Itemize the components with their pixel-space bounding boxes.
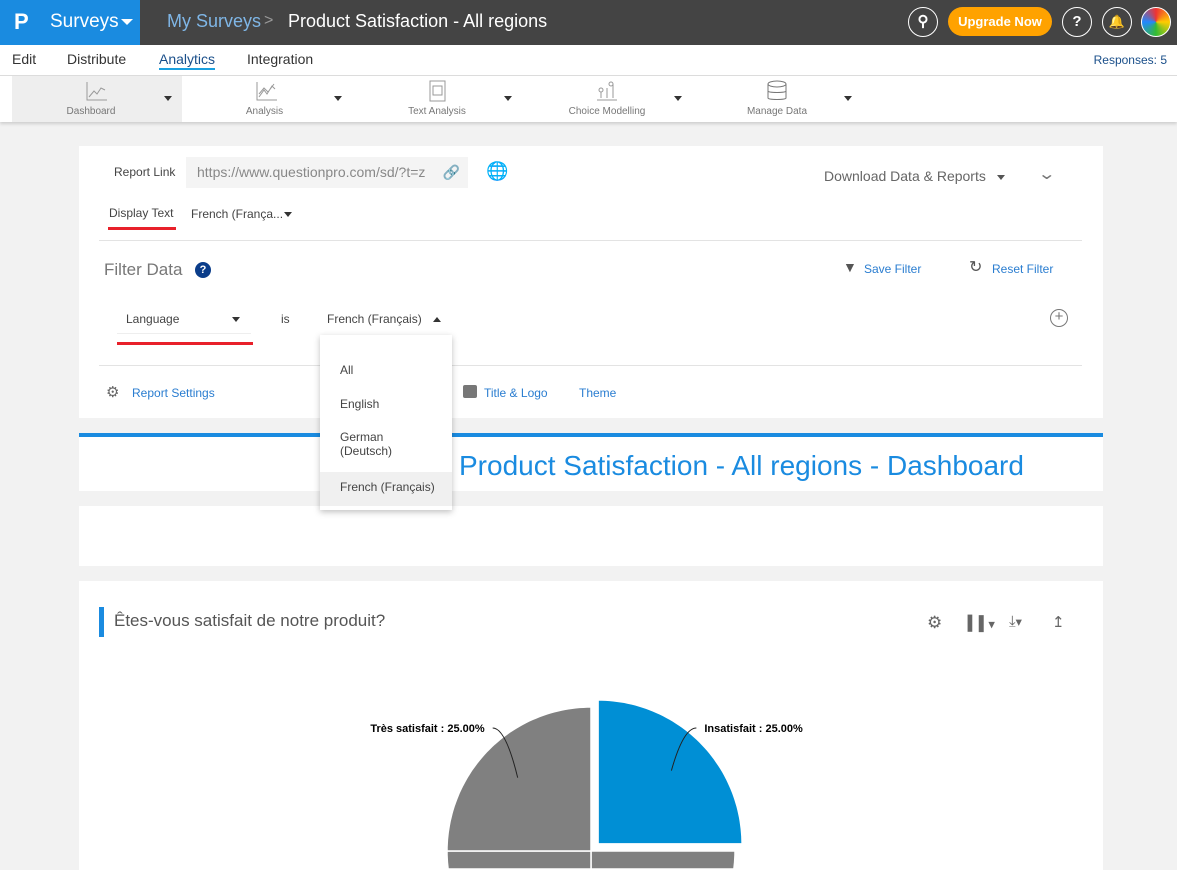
pie-slice[interactable] [597,699,743,845]
chevron-down-icon [284,212,292,217]
surveys-menu[interactable]: P Surveys [0,0,140,45]
choice-modelling-icon [597,81,617,101]
chevron-down-icon[interactable] [164,96,172,101]
red-underline [108,227,176,230]
report-link-label: Report Link [114,165,176,179]
analysis-chart-icon [256,82,277,101]
question-card: Êtes-vous satisfait de notre produit? ⚙ … [79,581,1103,870]
filter-data-title: Filter Data [104,260,183,279]
red-underline [117,342,253,345]
chevron-down-icon[interactable] [504,96,512,101]
dashboard-title: Product Satisfaction - All regions - Das… [459,450,1024,481]
database-icon [767,80,787,100]
search-button[interactable]: ⚲ [908,7,938,37]
brand-label: Surveys [50,11,119,32]
tool-analysis[interactable]: Analysis [182,76,352,122]
download-data-reports-dropdown[interactable]: Download Data & Reports [824,168,986,184]
pie-chart: Insatisfait : 25.00% Très satisfait : 25.… [370,699,803,870]
chevron-down-icon[interactable] [674,96,682,101]
tool-text-analysis[interactable]: Text Analysis [352,76,522,122]
report-link-field[interactable]: https://www.questionpro.com/sd/?t=z 🔗 [186,157,468,188]
download-icon[interactable]: ⤓▾ [1009,613,1022,630]
responses-count: Responses: 5 [1093,53,1167,67]
option-french-selected[interactable]: French (Français) [320,472,452,506]
theme-link[interactable]: Theme [579,386,617,400]
tool-dashboard[interactable]: Dashboard [12,76,182,122]
gear-icon: ⚙ [106,384,120,401]
display-text-label: Display Text [109,206,174,220]
help-icon[interactable]: ? [195,262,211,278]
globe-icon[interactable]: 🌐 [486,161,509,181]
pie-data-label: Insatisfait : 25.00% [704,723,803,735]
notification-bell-icon[interactable]: 🔔 [1102,7,1132,37]
title-logo-link[interactable]: Title & Logo [484,386,548,400]
line-chart-icon [86,82,107,101]
filter-value-options: All English German (Deutsch) French (Fra… [320,335,452,510]
pie-data-label: Très satisfait : 25.00% [370,723,485,735]
breadcrumb-my-surveys[interactable]: My Surveys [167,11,262,31]
image-icon [463,385,477,398]
reset-icon: ↻ [969,259,983,276]
analytics-toolbar: Dashboard Analysis Text Analysis Choice … [0,76,1177,122]
chevron-down-icon[interactable] [334,96,342,101]
breadcrumb-separator: > [264,12,274,29]
option-all[interactable]: All [340,363,354,377]
filter-value-dropdown[interactable]: French (Français) [319,308,452,334]
upgrade-button[interactable]: Upgrade Now [948,7,1052,36]
tool-choice-modelling[interactable]: Choice Modelling [522,76,692,122]
empty-card [79,506,1103,566]
pie-leader-line [492,727,519,778]
gear-icon[interactable]: ⚙ [927,613,943,632]
display-language-dropdown[interactable]: French (França... [191,207,284,221]
filter-field-dropdown[interactable]: Language [117,308,251,334]
copy-link-icon[interactable]: 🔗 [442,164,460,180]
tool-manage-data[interactable]: Manage Data [692,76,862,122]
main-nav: Edit Distribute Analytics Integration Re… [0,45,1177,76]
share-icon[interactable]: ↥ [1052,614,1065,631]
top-bar: P Surveys My Surveys > Product Satisfact… [0,0,1177,45]
chevron-down-icon[interactable] [844,96,852,101]
save-filter-button[interactable]: Save Filter [864,262,922,276]
nav-integration[interactable]: Integration [247,51,314,67]
chevron-down-icon [997,175,1005,180]
collapse-chevron-icon[interactable]: ⌄ [1037,166,1057,183]
avatar[interactable] [1141,7,1171,37]
pie-slice[interactable] [590,850,736,870]
page-title: Product Satisfaction - All regions [288,11,548,31]
nav-edit[interactable]: Edit [12,51,37,67]
nav-analytics[interactable]: Analytics [159,51,216,70]
filter-operator: is [281,312,290,326]
reset-filter-button[interactable]: Reset Filter [992,262,1054,276]
report-settings-link[interactable]: Report Settings [132,386,215,400]
option-english[interactable]: English [340,397,380,411]
report-panel: Report Link https://www.questionpro.com/… [79,146,1103,418]
option-german[interactable]: German (Deutsch) [340,430,393,458]
filter-icon: ▼ [843,259,857,275]
chevron-down-icon [121,19,133,25]
pie-slice[interactable] [446,706,592,852]
pie-slice[interactable] [446,850,592,870]
question-title: Êtes-vous satisfait de notre produit? [114,611,386,630]
logo-icon: P [14,9,29,34]
add-filter-button[interactable]: + [1050,309,1068,327]
help-button[interactable]: ? [1062,7,1092,37]
text-analysis-icon [429,80,446,102]
dashboard-title-card: Product Satisfaction - All regions - Das… [79,433,1103,491]
pie-leader-line [670,727,697,771]
chart-type-icon[interactable]: ▍▌▾ [968,615,995,631]
nav-distribute[interactable]: Distribute [67,51,127,67]
